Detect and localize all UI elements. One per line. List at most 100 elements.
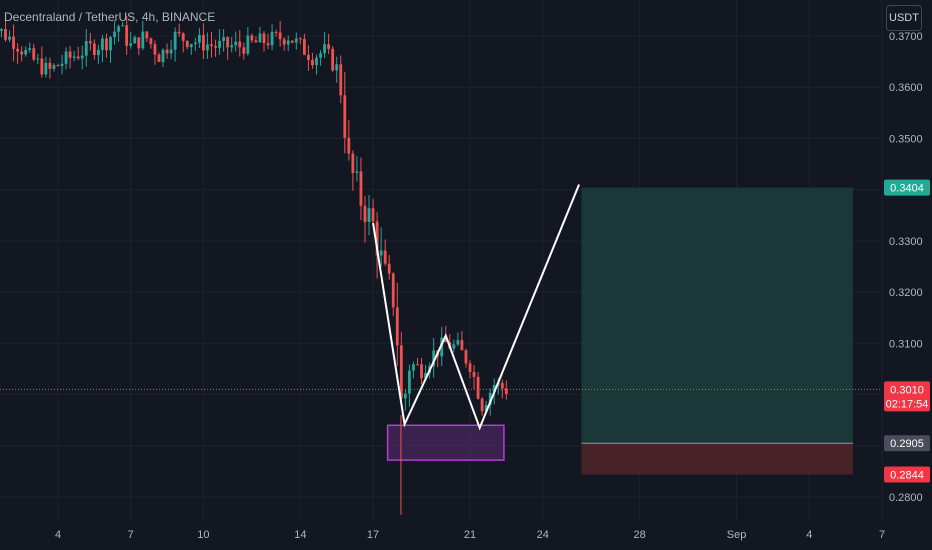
- candle-body: [504, 388, 508, 394]
- candle-body: [214, 46, 217, 48]
- candle-body: [92, 43, 96, 56]
- candle-body: [125, 25, 129, 46]
- candle-body: [8, 36, 11, 40]
- candle-body: [185, 40, 189, 48]
- candle-body: [32, 48, 36, 60]
- candle-body: [367, 208, 371, 222]
- candle-body: [254, 40, 258, 43]
- current-price-badge-bg: [884, 381, 930, 412]
- candle-body: [444, 337, 448, 343]
- candle-body: [319, 53, 322, 58]
- candle-body: [464, 350, 468, 364]
- candle-body: [153, 44, 157, 55]
- y-tick-label: 0.3100: [889, 338, 923, 350]
- candle-body: [452, 344, 456, 349]
- candle-body: [28, 48, 32, 50]
- candle-body: [64, 51, 68, 64]
- time-axis[interactable]: 4 7 10 14 17 21 24 28 Sep 4 7: [55, 529, 885, 541]
- candle-body: [331, 48, 335, 71]
- candle-body: [460, 340, 464, 351]
- candle-body: [307, 54, 310, 60]
- candle-body: [165, 49, 169, 54]
- candle-body: [121, 25, 125, 27]
- candle-body: [315, 57, 318, 66]
- candle-body: [189, 44, 193, 48]
- pattern-line[interactable]: [372, 184, 580, 431]
- candle-body: [56, 65, 60, 67]
- candle-body: [282, 39, 286, 45]
- currency-button[interactable]: USDT: [886, 5, 922, 31]
- candle-body: [440, 337, 444, 357]
- candle-body: [375, 221, 379, 256]
- candle-body: [298, 38, 302, 40]
- candle-body: [0, 29, 3, 31]
- candle-body: [484, 405, 488, 412]
- candle-body: [72, 56, 76, 58]
- candle-body: [234, 41, 238, 46]
- candle-body: [149, 38, 153, 45]
- candle-body: [420, 364, 423, 379]
- stop-price-badge-bg: [884, 466, 930, 483]
- candle-body: [197, 34, 201, 43]
- symbol-title: Decentraland / TetherUS, 4h, BINANCE: [4, 10, 216, 24]
- candle-body: [432, 350, 436, 367]
- stop-zone: [581, 443, 853, 475]
- candle-body: [359, 171, 363, 206]
- candle-body: [294, 38, 298, 43]
- x-tick-label: 17: [367, 529, 379, 541]
- candle-body: [169, 49, 173, 54]
- candle-body: [286, 40, 290, 45]
- entry-price-badge: 0.2905: [890, 438, 924, 450]
- candle-body: [403, 393, 407, 399]
- candle-body: [399, 345, 403, 399]
- candle-body: [379, 250, 383, 256]
- candle-body: [472, 371, 476, 377]
- y-tick-label: 0.3200: [889, 287, 923, 299]
- price-axis[interactable]: 0.37000.36000.35000.34000.33000.32000.31…: [889, 31, 923, 504]
- x-tick-label: 10: [197, 529, 209, 541]
- y-tick-label: 0.3500: [889, 133, 923, 145]
- candle-body: [44, 62, 48, 75]
- candle-body: [101, 38, 104, 50]
- candle-body: [24, 49, 28, 55]
- candle-body: [371, 208, 375, 222]
- candle-body: [40, 58, 44, 75]
- candle-body: [12, 36, 15, 49]
- candle-body: [161, 49, 165, 63]
- pattern-drawing[interactable]: [372, 184, 580, 431]
- candle-body: [68, 51, 72, 58]
- candle-body: [347, 137, 351, 154]
- candle-body: [335, 64, 339, 71]
- candle-body: [476, 376, 480, 399]
- candle-body: [339, 64, 343, 96]
- candle-body: [129, 43, 133, 46]
- candle-body: [302, 38, 306, 55]
- candle-body: [343, 95, 347, 138]
- x-tick-label: Sep: [727, 529, 747, 541]
- candle-body: [157, 54, 161, 63]
- candle-body: [311, 59, 314, 66]
- candle-body: [145, 31, 149, 39]
- candle-body: [109, 37, 112, 51]
- candle-body: [80, 55, 84, 59]
- candle-body: [173, 31, 177, 50]
- candle-body: [141, 31, 145, 49]
- stop-price-badge: 0.2844: [890, 469, 924, 481]
- candle-body: [408, 370, 411, 394]
- candle-body: [177, 31, 181, 34]
- support-zone[interactable]: [386, 424, 505, 461]
- candle-body: [246, 35, 250, 54]
- candle-body: [278, 32, 282, 40]
- candle-body: [84, 41, 88, 56]
- candle-body: [52, 65, 56, 69]
- x-tick-label: 7: [879, 529, 885, 541]
- x-tick-label: 14: [294, 529, 306, 541]
- candlestick-series: [0, 16, 508, 515]
- y-tick-label: 0.3300: [889, 236, 923, 248]
- candle-body: [181, 33, 185, 41]
- candle-body: [222, 37, 226, 41]
- candle-body: [16, 48, 20, 52]
- candle-body: [412, 364, 415, 371]
- candle-body: [387, 263, 391, 274]
